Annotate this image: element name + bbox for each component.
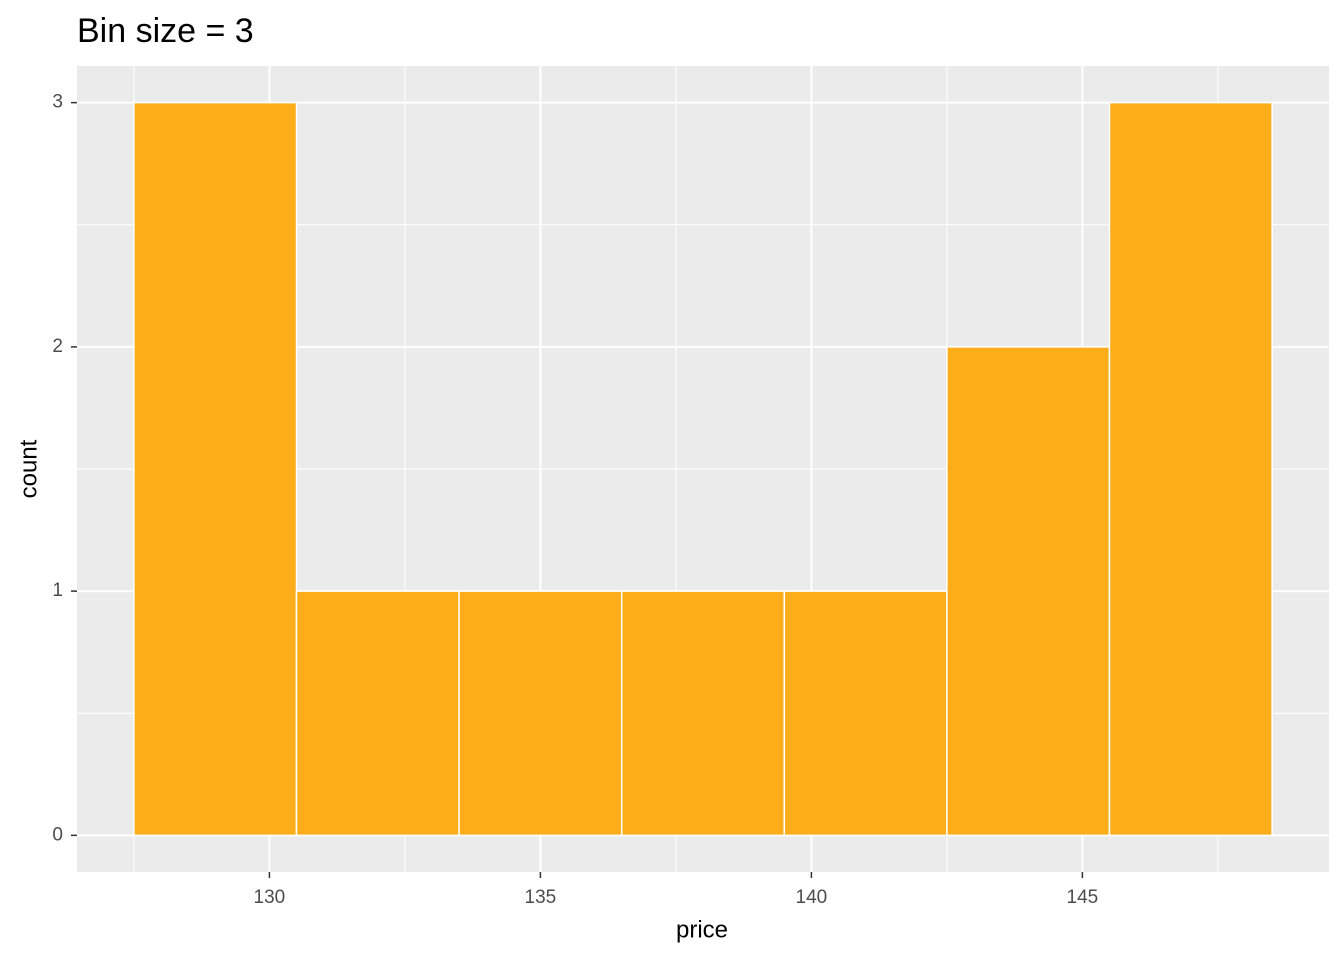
y-axis-title: count — [15, 439, 42, 498]
x-tick-label: 145 — [1067, 887, 1099, 908]
bar — [783, 590, 948, 837]
chart-title: Bin size = 3 — [77, 12, 254, 50]
x-tick-label: 135 — [525, 887, 557, 908]
x-tick-label: 140 — [796, 887, 828, 908]
bar — [620, 590, 786, 837]
y-tick-label: 3 — [52, 92, 63, 113]
bar — [458, 590, 623, 837]
x-axis-title: price — [676, 916, 728, 943]
y-tick-label: 1 — [52, 580, 63, 601]
y-tick-label: 0 — [52, 824, 63, 845]
bar — [133, 101, 298, 837]
bar — [1108, 101, 1273, 837]
bar — [295, 590, 460, 837]
x-tick-label: 130 — [254, 887, 286, 908]
bar — [946, 346, 1111, 837]
y-tick-label: 2 — [52, 336, 63, 357]
